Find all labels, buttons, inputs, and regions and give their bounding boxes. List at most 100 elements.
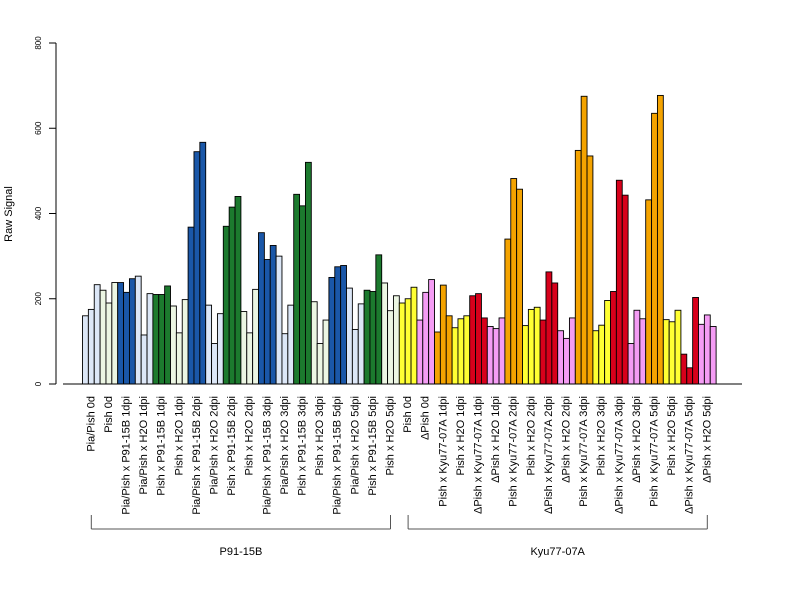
- bar: [651, 112, 658, 385]
- bar: [568, 317, 576, 385]
- bar: [299, 205, 306, 385]
- y-tick-label: 0: [34, 381, 43, 386]
- bar: [322, 319, 330, 385]
- bar: [334, 266, 342, 385]
- x-tick-label: ΔPish x H2O 3dpi: [631, 396, 643, 483]
- bar: [645, 199, 653, 385]
- bar: [228, 206, 236, 385]
- x-tick-label: ΔPish x H2O 1dpi: [490, 396, 502, 483]
- bar: [310, 301, 318, 385]
- x-tick-label: ΔPish x Kyu77-07A 3dpi: [613, 396, 625, 514]
- bar: [246, 332, 254, 385]
- bar: [404, 298, 412, 385]
- bar: [486, 326, 494, 385]
- bar: [698, 323, 705, 385]
- bar: [216, 313, 224, 385]
- bar: [328, 276, 336, 385]
- x-tick-label: Pia/Pish 0d: [85, 396, 97, 452]
- bar: [123, 291, 130, 385]
- bar: [557, 330, 565, 385]
- x-tick-label: Pish x H2O 2dpi: [244, 396, 256, 475]
- bar: [269, 245, 277, 385]
- group-axis: P91-15B Kyu77-07A: [90, 515, 708, 558]
- bar: [475, 293, 482, 385]
- x-tick-label: ΔPish x Kyu77-07A 5dpi: [684, 396, 696, 514]
- bar: [105, 302, 113, 385]
- bar: [709, 326, 717, 385]
- bar: [387, 310, 394, 385]
- bar: [686, 367, 694, 385]
- bar: [240, 311, 248, 385]
- x-tick-label: Pish 0d: [103, 396, 115, 433]
- x-tick-label: Pia/Pish x H2O 3dpi: [279, 396, 291, 494]
- bar: [434, 331, 441, 385]
- bar: [363, 289, 371, 385]
- bar: [346, 287, 353, 385]
- bar: [627, 343, 635, 385]
- x-tick-label: Pish x Kyu77-07A 3dpi: [578, 396, 590, 507]
- bar: [369, 291, 377, 385]
- bar: [134, 275, 142, 385]
- bar: [498, 317, 506, 385]
- bar: [93, 284, 101, 385]
- bar: [128, 278, 136, 385]
- bar: [516, 188, 523, 385]
- bar: [692, 297, 699, 385]
- y-tick-label: 800: [34, 36, 43, 50]
- bar: [181, 299, 189, 385]
- bar: [351, 328, 359, 385]
- x-tick-labels: Pia/Pish 0d Pish 0d Pia/Pish x P91-15B 1dp…: [85, 396, 713, 515]
- bar: [410, 286, 418, 385]
- x-tick-label: Pish x H2O 1dpi: [455, 396, 467, 475]
- bar: [574, 149, 582, 385]
- bar: [140, 334, 148, 385]
- x-tick-label: ΔPish x Kyu77-07A 2dpi: [543, 396, 555, 514]
- bar: [668, 321, 676, 385]
- x-tick-label: Pish 0d: [402, 396, 414, 433]
- bar: [117, 282, 125, 385]
- bar: [545, 271, 553, 385]
- bar: [504, 238, 512, 385]
- y-axis-label: Raw Signal: [3, 186, 15, 242]
- group-label: P91-15B: [220, 546, 263, 558]
- x-tick-label: ΔPish x H2O 2dpi: [561, 396, 573, 483]
- bar: [111, 282, 119, 385]
- bar: [457, 318, 465, 385]
- x-tick-label: Pish x H2O 5dpi: [666, 396, 678, 475]
- bar: [510, 178, 518, 385]
- x-tick-label: Pish x H2O 5dpi: [385, 396, 397, 475]
- bar: [463, 315, 471, 385]
- y-tick-label: 400: [34, 206, 43, 220]
- bar: [287, 304, 295, 385]
- bar: [604, 300, 611, 385]
- bar: [492, 328, 500, 385]
- bar: [451, 327, 459, 385]
- bar: [674, 309, 682, 385]
- bar: [293, 193, 301, 385]
- bar: [392, 295, 400, 385]
- bar: [316, 343, 324, 385]
- bar: [639, 318, 647, 385]
- x-tick-label: Pia/Pish x H2O 1dpi: [138, 396, 150, 494]
- x-tick-label: Pia/Pish x P91-15B 5dpi: [332, 396, 344, 515]
- bar: [680, 353, 688, 385]
- bar: [527, 308, 535, 385]
- bar: [610, 291, 617, 385]
- bar: [175, 332, 183, 385]
- x-tick-label: Pish x P91-15B 2dpi: [226, 396, 238, 496]
- bar: [563, 337, 570, 385]
- x-tick-label: Pia/Pish x H2O 2dpi: [209, 396, 221, 494]
- x-tick-label: Pish x H2O 3dpi: [596, 396, 608, 475]
- bar: [152, 294, 160, 385]
- bar: [82, 315, 89, 385]
- bar: [263, 259, 271, 385]
- x-tick-label: Pia/Pish x H2O 5dpi: [349, 396, 361, 494]
- bar: [586, 155, 594, 385]
- bar: [580, 95, 588, 385]
- y-tick-label: 200: [34, 292, 43, 306]
- bar: [170, 305, 177, 385]
- x-tick-label: ΔPish x H2O 5dpi: [701, 396, 713, 483]
- bar: [99, 289, 107, 385]
- bar: [258, 232, 265, 385]
- bar: [375, 254, 383, 385]
